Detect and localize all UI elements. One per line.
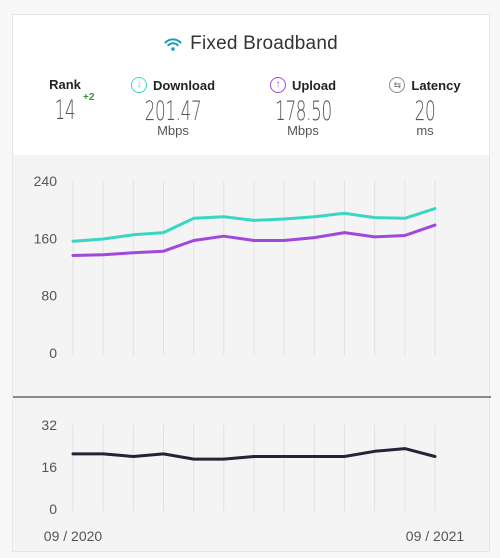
upload-series-line: [71, 223, 437, 257]
x-end-label: 09 / 2021: [406, 528, 465, 544]
upload-metric: ↑ Upload 178.50 Mbps: [258, 77, 348, 138]
latency-y-tick-label: 16: [41, 459, 57, 475]
latency-metric: ⇆ Latency 20 ms: [385, 77, 465, 138]
wifi-icon: [164, 38, 182, 51]
arrow-up-circle-icon: ↑: [269, 77, 286, 93]
download-label: ↓ Download: [123, 77, 223, 93]
upload-label: ↑ Upload: [258, 77, 348, 93]
latency-unit: ms: [416, 123, 434, 138]
upload-unit: Mbps: [287, 123, 319, 138]
broadband-card: Fixed Broadband Rank 14 +2 ↓ Download 20…: [12, 14, 491, 552]
upload-label-text: Upload: [291, 77, 337, 93]
rank-label: Rank: [43, 77, 87, 92]
download-value: 201.47: [144, 96, 202, 127]
latency-y-tick-label: 32: [41, 417, 57, 433]
speed-charts: 0 80 160 240 0 16 32 09 / 2020 09 / 2021: [13, 173, 491, 544]
arrow-down-circle-icon: ↓: [130, 77, 147, 93]
latency-circle-icon: ⇆: [389, 77, 406, 93]
latency-value: 20: [414, 96, 436, 127]
download-unit: Mbps: [157, 123, 189, 138]
latency-label-text: Latency: [411, 77, 461, 93]
rank-metric: Rank 14: [43, 77, 87, 126]
page-title: Fixed Broadband: [190, 33, 338, 54]
download-series-line: [71, 207, 437, 243]
upload-value: 178.50: [275, 96, 332, 127]
title-row: Fixed Broadband: [13, 33, 489, 55]
speed-y-tick-label: 80: [41, 288, 57, 304]
rank-value: 14: [54, 95, 76, 126]
download-label-text: Download: [152, 77, 216, 93]
speed-y-tick-label: 0: [49, 345, 57, 361]
x-start-label: 09 / 2020: [44, 528, 103, 544]
card-header: Fixed Broadband Rank 14 +2 ↓ Download 20…: [13, 15, 489, 155]
rank-label-text: Rank: [49, 77, 81, 92]
latency-label: ⇆ Latency: [385, 77, 465, 93]
chart-area: 0 80 160 240 0 16 32 09 / 2020 09 / 2021: [13, 155, 491, 551]
speed-y-tick-label: 160: [34, 230, 58, 246]
rank-change-badge: +2: [83, 92, 95, 103]
latency-series-line: [71, 447, 437, 461]
latency-y-tick-label: 0: [49, 501, 57, 517]
download-metric: ↓ Download 201.47 Mbps: [123, 77, 223, 138]
speed-y-tick-label: 240: [34, 173, 58, 189]
